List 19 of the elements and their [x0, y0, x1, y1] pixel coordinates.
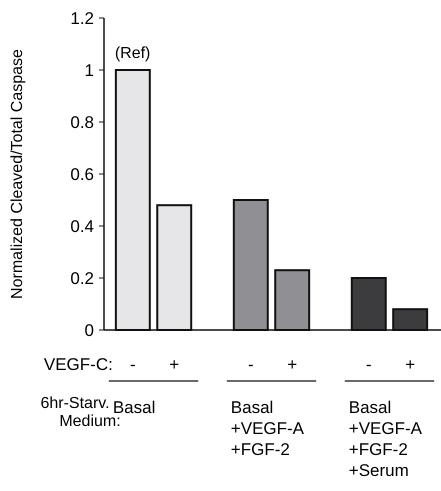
y-tick-label: 0.2: [70, 268, 94, 288]
y-tick-label: 1.2: [70, 8, 94, 28]
y-axis-title: Normalized Cleaved/Total Caspase: [9, 48, 26, 299]
text: VEGF-C:: [44, 355, 113, 374]
x-tick-label: -: [130, 355, 136, 374]
x-tick-label: -: [366, 355, 372, 374]
x-tick-label: +: [287, 355, 298, 374]
x-tick-label: +: [169, 355, 180, 374]
text: Basal: [112, 398, 156, 417]
y-tick-label: 0.8: [70, 112, 94, 132]
x-tick-label: +: [405, 355, 416, 374]
y-tick-label: 0.4: [70, 216, 94, 236]
y-tick-label: 0: [84, 320, 94, 340]
y-tick-label: 0.6: [70, 164, 94, 184]
text: Basal +VEGF-A +FGF-2 +Serum: [348, 398, 423, 480]
x-tick-label: -: [248, 355, 254, 374]
y-tick-label: 1: [84, 60, 94, 80]
text: Basal +VEGF-A +FGF-2: [230, 398, 305, 459]
annotation: (Ref): [114, 45, 150, 62]
